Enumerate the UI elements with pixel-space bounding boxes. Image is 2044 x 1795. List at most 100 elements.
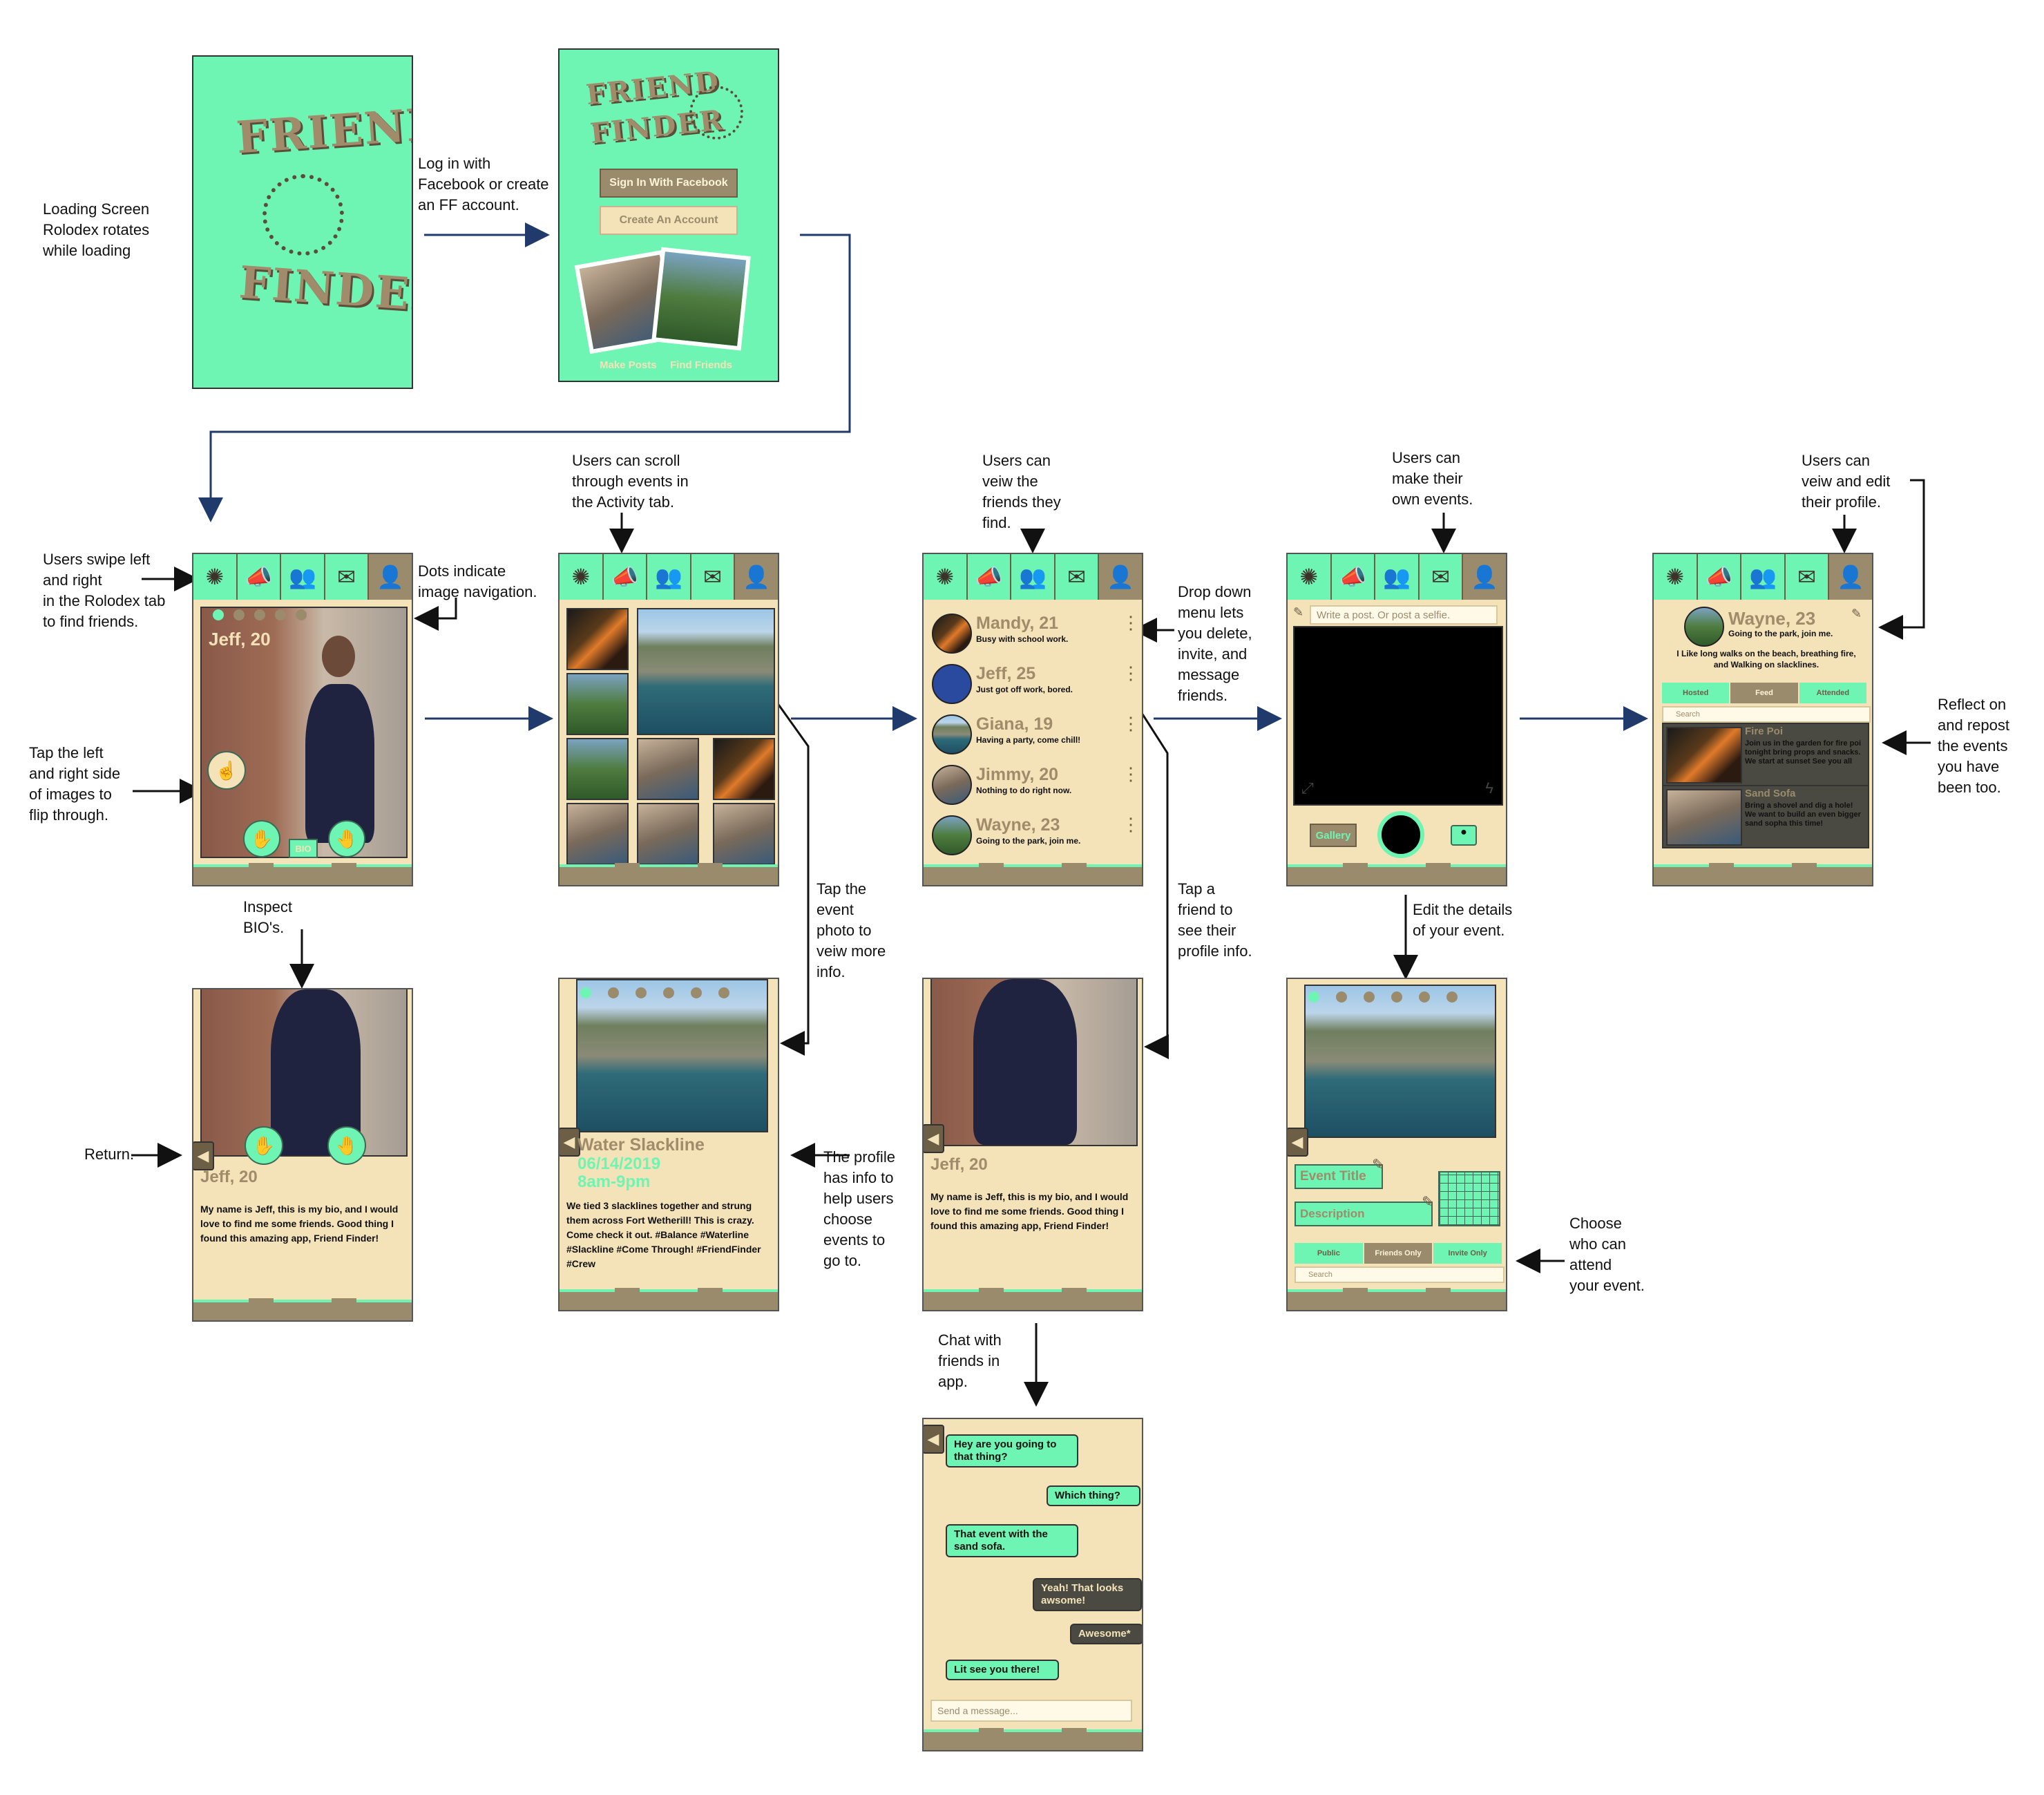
- camera-icon[interactable]: ●: [1451, 825, 1477, 846]
- avatar: [1684, 607, 1724, 647]
- tab-post[interactable]: ✉: [325, 554, 370, 600]
- friend-row[interactable]: Mandy, 21 Busy with school work. ⋮: [932, 609, 1140, 655]
- friend-row[interactable]: Jimmy, 20 Nothing to do right now. ⋮: [932, 761, 1140, 806]
- kebab-icon[interactable]: ⋮: [1122, 663, 1140, 683]
- nav-dot: [275, 609, 286, 620]
- hand-left-icon[interactable]: ✋: [243, 820, 280, 857]
- friend-row[interactable]: Jeff, 25 Just got off work, bored. ⋮: [932, 660, 1140, 705]
- calendar-icon[interactable]: [1438, 1171, 1500, 1226]
- event-thumbnail[interactable]: [637, 803, 699, 865]
- tab-profile[interactable]: 👤: [1099, 554, 1142, 600]
- visibility-selector[interactable]: Public Friends Only Invite Only: [1295, 1243, 1504, 1264]
- pencil-icon[interactable]: ✎: [1372, 1156, 1385, 1173]
- visibility-public[interactable]: Public: [1295, 1243, 1364, 1264]
- event-thumbnail[interactable]: [566, 608, 629, 670]
- visibility-invite-only[interactable]: Invite Only: [1433, 1243, 1504, 1264]
- dots-note: Dots indicate image navigation.: [418, 562, 537, 600]
- back-icon[interactable]: ◀: [924, 1425, 944, 1454]
- tab-friends[interactable]: 👥: [647, 554, 691, 600]
- tab-profile[interactable]: 👤: [1463, 554, 1506, 600]
- tab-activity[interactable]: 📣: [603, 554, 648, 600]
- footer-bar: [560, 1288, 778, 1310]
- kebab-icon[interactable]: ⋮: [1122, 713, 1140, 734]
- event-thumbnail[interactable]: [566, 803, 629, 865]
- rolodex-icon: [262, 174, 344, 256]
- footer-bar: [1654, 863, 1872, 885]
- login-note: Log in with Facebook or create an FF acc…: [418, 155, 549, 213]
- tab-profile[interactable]: 👤: [369, 554, 412, 600]
- pencil-icon[interactable]: ✎: [1422, 1193, 1435, 1210]
- feed-item-photo: [1666, 727, 1742, 783]
- tab-feed[interactable]: Feed: [1730, 683, 1799, 703]
- sign-in-facebook-button[interactable]: Sign In With Facebook: [600, 169, 738, 198]
- create-account-button[interactable]: Create An Account: [600, 206, 738, 235]
- search-input[interactable]: Search: [1295, 1266, 1505, 1283]
- profile-tabs[interactable]: Hosted Feed Attended: [1662, 683, 1868, 703]
- kebab-icon[interactable]: ⋮: [1122, 763, 1140, 784]
- post-input[interactable]: Write a post. Or post a selfie.: [1310, 605, 1498, 625]
- hand-right-icon[interactable]: 🤚: [327, 1126, 366, 1165]
- person-icon: 👤: [376, 564, 405, 589]
- tab-rolodex[interactable]: ✺: [1288, 554, 1332, 600]
- message-input[interactable]: Send a message...: [930, 1700, 1132, 1722]
- event-photo-featured[interactable]: [637, 608, 775, 735]
- tab-rolodex[interactable]: ✺: [1654, 554, 1698, 600]
- tab-activity[interactable]: 📣: [1697, 554, 1742, 600]
- flip-icon[interactable]: ⤢: [1301, 779, 1314, 797]
- nav-dot: [663, 987, 674, 998]
- event-thumbnail[interactable]: [713, 738, 775, 800]
- tab-rolodex[interactable]: ✺: [193, 554, 238, 600]
- hand-right-icon[interactable]: 🤚: [328, 820, 365, 857]
- event-thumbnail[interactable]: [566, 673, 629, 735]
- tab-attended[interactable]: Attended: [1799, 683, 1868, 703]
- back-icon[interactable]: ◀: [560, 1128, 580, 1157]
- tab-rolodex[interactable]: ✺: [924, 554, 968, 600]
- tab-post[interactable]: ✉: [1055, 554, 1100, 600]
- tab-profile[interactable]: 👤: [735, 554, 778, 600]
- event-thumbnail[interactable]: [713, 803, 775, 865]
- tab-post[interactable]: ✉: [1419, 554, 1464, 600]
- nav-dot: [296, 609, 307, 620]
- tab-hosted[interactable]: Hosted: [1662, 683, 1731, 703]
- tab-activity[interactable]: 📣: [237, 554, 282, 600]
- footer-bar: [193, 1298, 412, 1320]
- visibility-friends-only[interactable]: Friends Only: [1364, 1243, 1434, 1264]
- tab-profile[interactable]: 👤: [1829, 554, 1872, 600]
- event-thumbnail[interactable]: [566, 738, 629, 800]
- tab-activity[interactable]: 📣: [1331, 554, 1376, 600]
- nav-dot: [233, 609, 245, 620]
- feed-item[interactable]: Sand Sofa Bring a shovel and dig a hole!…: [1662, 785, 1869, 848]
- tab-friends[interactable]: 👥: [1741, 554, 1786, 600]
- nav-dot: [636, 987, 647, 998]
- back-icon[interactable]: ◀: [193, 1141, 214, 1170]
- event-thumbnail[interactable]: [637, 738, 699, 800]
- kebab-icon[interactable]: ⋮: [1122, 612, 1140, 633]
- tab-post[interactable]: ✉: [691, 554, 736, 600]
- shutter-button[interactable]: [1377, 811, 1424, 858]
- event-photo[interactable]: [1304, 985, 1496, 1138]
- back-icon[interactable]: ◀: [1288, 1128, 1308, 1157]
- tab-friends[interactable]: 👥: [1375, 554, 1420, 600]
- kebab-icon[interactable]: ⋮: [1122, 814, 1140, 835]
- tab-friends[interactable]: 👥: [281, 554, 325, 600]
- tab-activity[interactable]: 📣: [967, 554, 1012, 600]
- bio-tab[interactable]: BIO: [289, 839, 318, 858]
- back-icon[interactable]: ◀: [924, 1124, 944, 1153]
- description-field[interactable]: Description: [1295, 1202, 1433, 1226]
- gallery-button[interactable]: Gallery: [1310, 824, 1357, 847]
- camera-viewfinder[interactable]: ⤢ ϟ: [1293, 626, 1503, 806]
- tab-friends[interactable]: 👥: [1011, 554, 1056, 600]
- pencil-icon[interactable]: ✎: [1851, 607, 1862, 620]
- profile-photo[interactable]: [200, 607, 408, 858]
- loading-note: Loading Screen Rolodex rotates while loa…: [43, 200, 150, 259]
- tab-post[interactable]: ✉: [1785, 554, 1830, 600]
- event-title-field[interactable]: Event Title: [1295, 1164, 1383, 1189]
- friend-row[interactable]: Wayne, 23 Going to the park, join me. ⋮: [932, 811, 1140, 857]
- tab-rolodex[interactable]: ✺: [560, 554, 604, 600]
- friend-row[interactable]: Giana, 19 Having a party, come chill! ⋮: [932, 710, 1140, 756]
- flash-icon[interactable]: ϟ: [1485, 779, 1493, 797]
- feed-item[interactable]: Fire Poi Join us in the garden for fire …: [1662, 723, 1869, 786]
- hand-left-icon[interactable]: ✋: [245, 1126, 283, 1165]
- search-input[interactable]: Search: [1662, 706, 1871, 723]
- event-photo[interactable]: [576, 979, 768, 1132]
